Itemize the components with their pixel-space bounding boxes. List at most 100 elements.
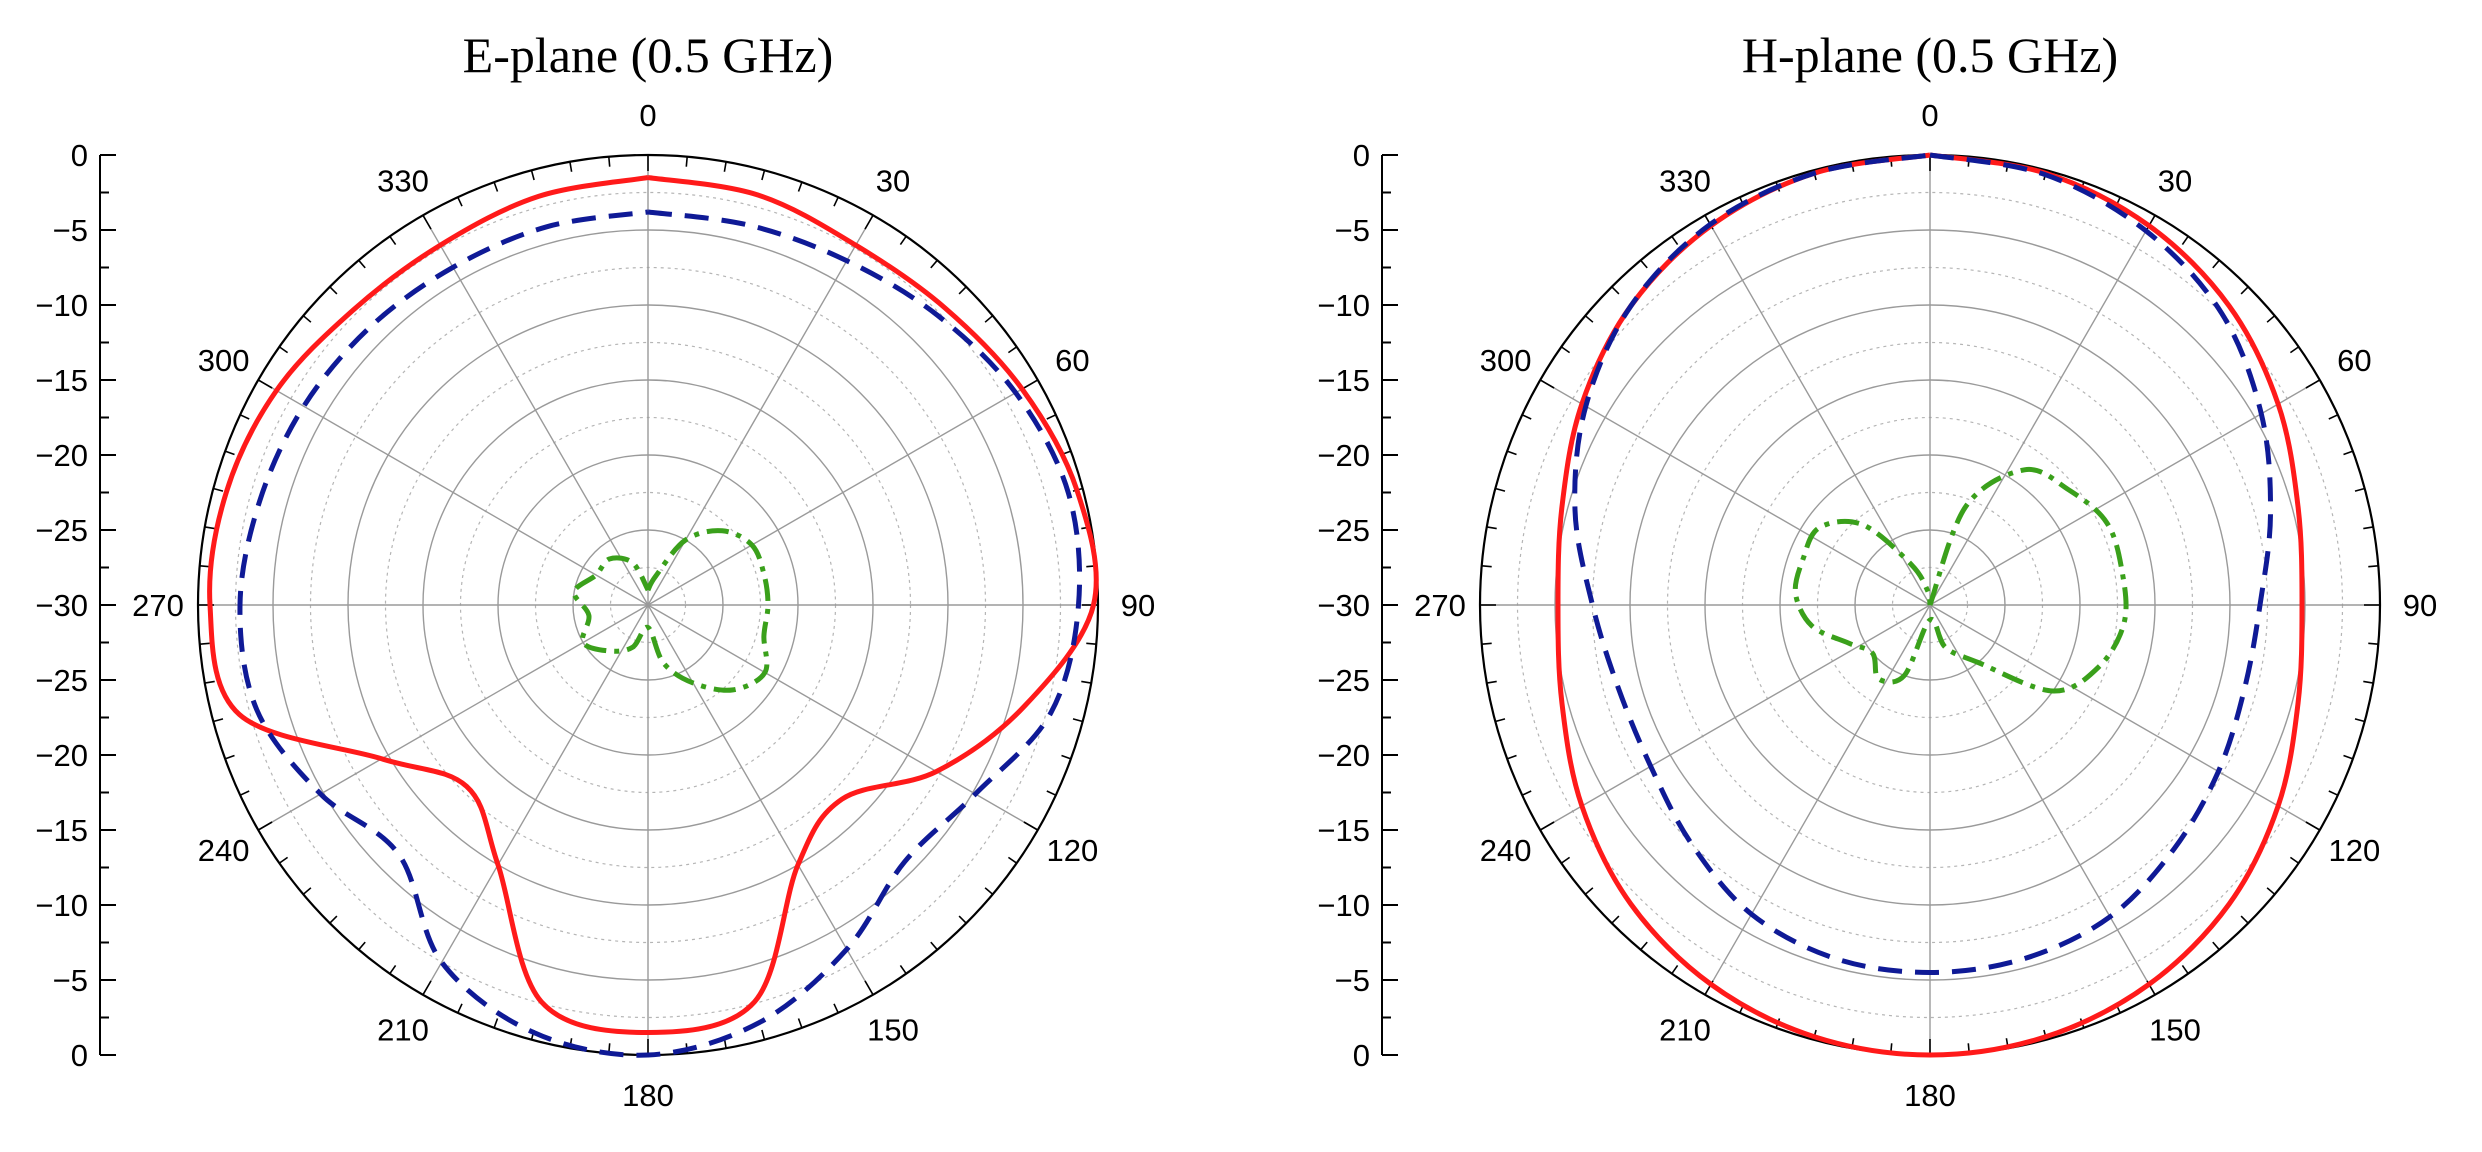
h-plane-angle-tick <box>1486 526 1497 530</box>
h-plane-spoke <box>1929 379 2321 606</box>
h-plane-axis-tick-label: −10 <box>1317 288 1370 323</box>
e-plane-angle-tick <box>1023 379 1039 389</box>
e-plane-angle-tick <box>608 156 611 167</box>
e-plane-angle-label: 90 <box>1121 588 1155 623</box>
h-plane-angle-label: 90 <box>2403 588 2437 623</box>
h-plane-angle-tick <box>2305 821 2321 831</box>
h-plane-spoke <box>1539 604 1931 831</box>
h-plane-title: H-plane (0.5 GHz) <box>1742 27 2118 83</box>
h-plane-angle-tick <box>2343 754 2354 760</box>
e-plane-angle-tick <box>1046 414 1057 420</box>
e-plane-angle-label: 300 <box>198 343 250 378</box>
h-plane-angle-tick <box>2181 964 2189 975</box>
h-plane-angle-tick <box>2328 790 2339 796</box>
h-plane-angle-tick <box>1481 642 1492 645</box>
h-plane-angle-tick <box>1671 964 1679 975</box>
h-plane-angle-tick <box>1611 286 1620 295</box>
e-plane-angle-tick <box>930 941 938 951</box>
e-plane-angle-tick <box>457 196 463 207</box>
e-plane-angle-tick <box>1072 718 1083 723</box>
e-plane-angle-tick <box>329 286 338 295</box>
e-plane-angle-label: 0 <box>639 98 656 133</box>
e-plane-angle-tick <box>199 565 210 568</box>
h-plane-angle-label: 150 <box>2149 1012 2201 1047</box>
e-plane-spoke <box>647 604 1039 831</box>
h-plane-axis-tick-label: −5 <box>1335 963 1370 998</box>
e-plane-angle-tick <box>422 214 432 230</box>
e-plane-angle-label: 180 <box>622 1078 674 1113</box>
h-plane-angle-tick <box>1539 379 1555 389</box>
h-plane-spoke <box>1539 379 1931 606</box>
e-plane-angle-tick <box>833 196 839 207</box>
e-plane-radial-axis: 0 −5 −10 −15 −20 −25 −30 −25 −20 −15 −10 −5 0 <box>35 138 116 1073</box>
e-plane-angle-tick <box>204 680 215 684</box>
e-plane-spoke <box>422 214 649 606</box>
h-plane-axis-tick-label: 0 <box>1353 1038 1370 1073</box>
e-plane-axis-tick-label: −5 <box>53 213 88 248</box>
h-plane-spoke <box>1929 604 2156 996</box>
h-plane-axis-tick-label: −5 <box>1335 213 1370 248</box>
h-plane-axis-tick-label: −15 <box>1317 363 1370 398</box>
e-plane-angle-tick <box>1081 680 1092 684</box>
e-plane-angle-label: 210 <box>377 1012 429 1047</box>
e-plane-angle-tick <box>833 1003 839 1014</box>
h-plane-angle-label: 120 <box>2329 833 2381 868</box>
h-plane-angle-tick <box>1640 941 1648 951</box>
e-plane-angle-tick <box>1023 821 1039 831</box>
h-plane-angle-tick <box>2305 379 2321 389</box>
e-plane-angle-label: 270 <box>132 588 184 623</box>
e-plane-angle-tick <box>984 887 994 895</box>
e-plane-angle-tick <box>797 1018 803 1029</box>
h-plane-angle-tick <box>1560 856 1571 864</box>
h-plane-angle-label: 180 <box>1904 1078 1956 1113</box>
e-plane-axis-tick-label: −10 <box>35 888 88 923</box>
e-plane-angle-tick <box>389 964 397 975</box>
e-plane-spoke <box>647 379 1039 606</box>
h-plane-spoke <box>1929 604 2321 831</box>
e-plane-angle-tick <box>213 487 224 492</box>
h-plane-angle-tick <box>2354 718 2365 723</box>
e-plane-spoke <box>647 604 874 996</box>
h-plane-angle-label: 30 <box>2158 164 2192 199</box>
e-plane-axis-tick-label: −25 <box>35 513 88 548</box>
e-plane-angle-labels: 0 30 60 90 120 150 180 210 240 270 300 330 <box>132 98 1155 1113</box>
e-plane-angle-tick <box>864 214 874 230</box>
h-plane-spoke <box>1704 604 1931 996</box>
e-plane-angle-label: 150 <box>867 1012 919 1047</box>
e-plane-angle-tick <box>422 980 432 996</box>
e-plane-spoke <box>257 379 649 606</box>
e-plane-angle-tick <box>569 161 573 172</box>
e-plane-angle-tick <box>797 181 803 192</box>
h-plane-axis-tick-label: −25 <box>1317 513 1370 548</box>
h-plane-angle-tick <box>1495 487 1506 492</box>
e-plane-axis-tick-label: −15 <box>35 363 88 398</box>
h-plane-angle-tick <box>1611 915 1620 924</box>
e-plane-angle-tick <box>1007 856 1018 864</box>
e-plane-angle-tick <box>278 856 289 864</box>
e-plane-angle-tick <box>302 887 312 895</box>
e-plane-axis-tick-label: −5 <box>53 963 88 998</box>
e-plane-angle-tick <box>761 1029 766 1040</box>
h-plane-angle-tick <box>2212 941 2220 951</box>
e-plane-angle-tick <box>761 170 766 181</box>
e-plane-grid <box>196 153 1100 1057</box>
h-plane-series <box>1555 152 2305 1058</box>
e-plane-angle-tick <box>685 156 688 167</box>
e-plane-angle-label: 60 <box>1055 343 1089 378</box>
h-plane-angle-label: 300 <box>1480 343 1532 378</box>
h-plane-angle-tick <box>2266 315 2276 323</box>
e-plane-angle-tick <box>1086 642 1097 645</box>
e-plane-angle-tick <box>204 526 215 530</box>
h-plane-angle-tick <box>1560 346 1571 354</box>
e-plane-green-dashdot-curve <box>571 528 771 693</box>
e-plane-angle-tick <box>1046 790 1057 796</box>
e-plane-angle-label: 330 <box>377 164 429 199</box>
e-plane-angle-label: 120 <box>1047 833 1099 868</box>
h-plane-angle-tick <box>1521 414 1532 420</box>
h-plane-angle-tick <box>2240 286 2249 295</box>
h-plane-angle-tick <box>1521 790 1532 796</box>
e-plane-angle-tick <box>958 915 967 924</box>
e-plane-angle-tick <box>530 170 535 181</box>
h-plane-axis-tick-label: −30 <box>1317 588 1370 623</box>
h-plane-angle-tick <box>1506 754 1517 760</box>
